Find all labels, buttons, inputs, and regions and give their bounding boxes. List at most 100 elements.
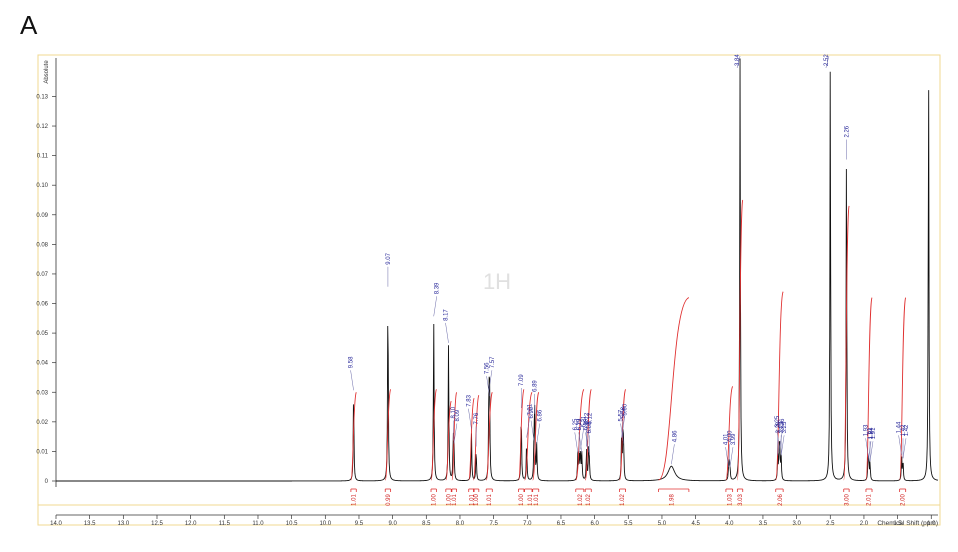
y-tick-label: 0.02: [36, 420, 48, 426]
x-tick-label: 1.0: [927, 521, 936, 527]
peak-label: 1.42: [901, 424, 907, 436]
integral-curve: [350, 392, 357, 481]
integral-value: 2.01: [867, 494, 873, 506]
peak-label: 3.99: [731, 433, 737, 445]
y-tick-label: 0.03: [36, 390, 48, 396]
peak-leader-line: [433, 296, 437, 317]
integral-value: 1.01: [452, 494, 458, 506]
peak-label: 7.83: [466, 394, 472, 406]
x-tick-label: 12.5: [151, 521, 163, 527]
integral-curve: [485, 392, 493, 481]
integral-curve: [532, 392, 540, 481]
x-tick-label: 5.0: [658, 521, 667, 527]
peak-label: 3.26: [780, 418, 786, 430]
integral-curve: [619, 389, 627, 481]
integral-value: 1.02: [578, 494, 584, 506]
integral-curve: [725, 386, 734, 481]
integral-value: 1.00: [519, 494, 525, 506]
x-axis-label: Chemical Shift (ppm): [877, 520, 938, 527]
peak-leader-line: [578, 432, 583, 453]
integral-value: 1.02: [620, 494, 626, 506]
peak-label: 7.56: [485, 362, 491, 374]
integral-curve: [843, 205, 850, 481]
x-tick-label: 8.0: [456, 521, 465, 527]
peak-label: 4.01: [724, 433, 730, 445]
integral-curve: [524, 391, 533, 481]
peak-leader-line: [736, 55, 741, 69]
peak-label: 3.28: [776, 421, 782, 433]
integral-value: 1.01: [528, 494, 534, 506]
x-tick-label: 4.5: [691, 521, 700, 527]
integral-curve: [658, 297, 690, 481]
x-tick-label: 9.0: [388, 521, 397, 527]
integral-curve: [899, 297, 907, 481]
integral-value: 1.00: [447, 494, 453, 506]
peak-label: 8.09: [455, 409, 461, 421]
peak-label: 3.23: [779, 421, 785, 433]
peak-label: 3.23: [782, 421, 788, 433]
peak-label: 6.09: [584, 418, 590, 430]
x-tick-label: 10.0: [319, 521, 331, 527]
peak-label: 7.76: [474, 412, 480, 424]
x-tick-label: 11.0: [252, 521, 264, 527]
spectrum-trace: [56, 58, 939, 482]
integral-curve: [384, 389, 392, 481]
x-tick-label: 8.5: [422, 521, 431, 527]
x-tick-label: 10.5: [286, 521, 298, 527]
peak-label: 6.23: [577, 418, 583, 430]
y-tick-label: 0.01: [36, 449, 48, 455]
x-tick-label: 12.0: [185, 521, 197, 527]
y-tick-label: 0.11: [37, 154, 49, 160]
y-tick-label: 0.13: [36, 94, 48, 100]
peak-leader-line: [530, 420, 535, 441]
y-tick-label: 0.08: [36, 242, 48, 248]
x-axis-ticks: 14.0 13.5 13.0 12.5 12.0 11.5 11.0 10.5 10.0 9.5 9…: [50, 515, 936, 527]
integral-value: 2.06: [778, 494, 784, 506]
y-tick-label: 0.09: [36, 213, 48, 219]
peak-label: 6.86: [538, 409, 544, 421]
x-tick-label: 13.5: [84, 521, 96, 527]
y-axis-label: Absolute: [44, 60, 50, 84]
integral-value: 1.00: [474, 494, 480, 506]
peak-label: 6.12: [585, 412, 591, 424]
integral-value: 1.01: [469, 494, 475, 506]
y-tick-label: 0.07: [36, 272, 48, 278]
peak-label: 9.07: [386, 252, 392, 264]
peak-label: 6.19: [577, 418, 583, 430]
peak-label: 1.44: [897, 421, 903, 433]
x-tick-label: 2.0: [860, 521, 869, 527]
peak-leader-line: [671, 444, 675, 465]
peak-leader-line: [468, 408, 472, 429]
peak-leader-line: [729, 447, 734, 468]
peak-label: 6.08: [587, 421, 593, 433]
peak-leader-line: [898, 435, 902, 456]
x-tick-label: 6.5: [557, 521, 566, 527]
x-tick-label: 3.5: [759, 521, 768, 527]
integral-value: 3.00: [844, 494, 850, 506]
y-tick-label: 0.04: [36, 361, 48, 367]
integral-curve: [775, 291, 784, 481]
peak-label: 1.91: [871, 427, 877, 439]
peak-label: 8.39: [435, 282, 441, 294]
peak-leader-line: [865, 438, 869, 459]
peak-label: 3.84: [735, 54, 741, 66]
peak-leader-line: [574, 432, 579, 453]
panel-label: A: [20, 10, 38, 40]
peak-leader-line: [725, 447, 729, 468]
x-tick-label: 7.5: [489, 521, 498, 527]
peak-label: 6.12: [588, 412, 594, 424]
integral-curve: [445, 400, 452, 481]
peak-label: 7.57: [490, 356, 496, 368]
peak-leader-line: [825, 55, 830, 69]
peak-label: 1.42: [904, 424, 910, 436]
y-tick-label: 0.12: [36, 124, 48, 130]
x-tick-label: 4.0: [725, 521, 734, 527]
integral-value: 1.01: [534, 494, 540, 506]
integral-value: 1.01: [487, 494, 493, 506]
peak-label: 2.26: [844, 125, 850, 137]
peak-label: 1.94: [869, 427, 875, 439]
x-tick-label: 11.5: [219, 521, 231, 527]
peak-labels: 9.58 9.07 8.39 8.17 8.108.09 7.837.76 7.577.56…: [349, 54, 910, 468]
integral-value: 2.00: [900, 494, 906, 506]
peak-label: 5.60: [623, 403, 629, 415]
